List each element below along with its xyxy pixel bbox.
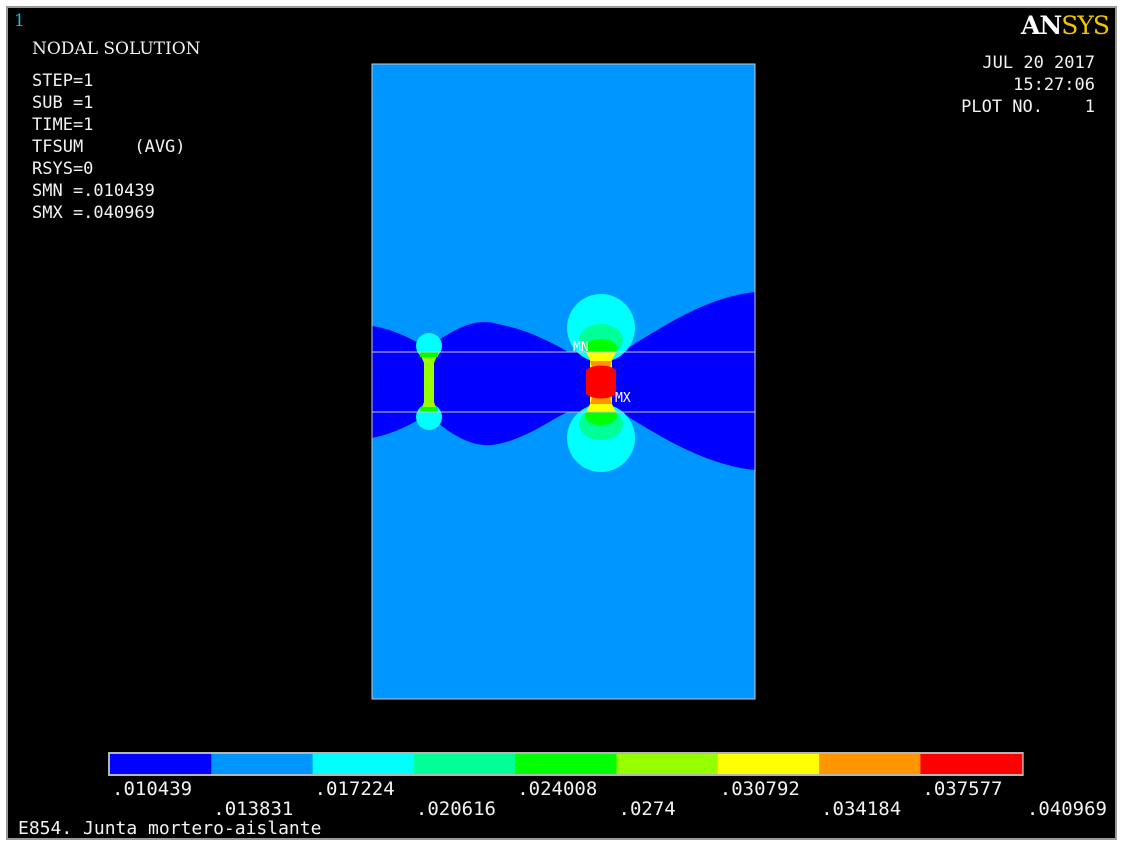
legend-swatch	[717, 754, 820, 774]
legend-tick-label: .013831	[213, 798, 294, 820]
legend-tick-label: .037577	[922, 778, 1003, 800]
model-outline	[371, 63, 756, 700]
legend-swatch	[211, 754, 314, 774]
max-marker: MX	[615, 391, 631, 406]
legend-tick-label: .010439	[112, 778, 193, 800]
legend-tick-label: .020616	[415, 798, 496, 820]
legend-tick-label: .017224	[314, 778, 395, 800]
legend-swatch	[312, 754, 415, 774]
legend-tick-label: .030792	[719, 778, 800, 800]
model-contours	[372, 64, 755, 699]
low-value-band	[372, 292, 755, 470]
info-result-item: TFSUM (AVG)	[32, 137, 186, 157]
plot-number-label: PLOT NO.	[961, 97, 1043, 117]
left-column-top	[420, 352, 438, 357]
ansys-graphics-window: 1 NODAL SOLUTION STEP=1 SUB =1 TIME=1 TF…	[6, 6, 1117, 840]
legend-tick-label: .034184	[821, 798, 902, 820]
plot-number: 1	[1084, 97, 1095, 117]
plot-caption: E854. Junta mortero-aislante	[18, 818, 322, 839]
left-column-bottom	[420, 407, 438, 412]
window-number: 1	[14, 11, 25, 31]
legend-tick-label: .040969	[1026, 798, 1107, 820]
info-rsys: RSYS=0	[32, 159, 94, 179]
legend-swatch	[110, 754, 212, 774]
legend-swatch	[413, 754, 516, 774]
right-column-hot	[586, 365, 616, 399]
plot-title: NODAL SOLUTION	[32, 39, 201, 59]
legend-tick-label: .024008	[517, 778, 598, 800]
plot-time: 15:27:06	[1013, 75, 1095, 95]
min-marker: MN	[573, 340, 589, 355]
info-smx: SMX =.040969	[32, 203, 155, 223]
plot-date: JUL 20 2017	[982, 53, 1095, 73]
info-time: TIME=1	[32, 115, 94, 135]
logo-sys: SYS	[1061, 11, 1110, 40]
legend-tick-label: .0274	[618, 798, 676, 820]
contour-plot: MN MX	[108, 63, 1024, 776]
legend-swatch	[819, 754, 921, 774]
legend-bar	[108, 752, 1024, 776]
info-sub: SUB =1	[32, 93, 94, 113]
legend-swatch	[515, 754, 617, 774]
legend-swatch	[616, 754, 719, 774]
ansys-logo: ANSYS	[1020, 11, 1110, 40]
info-smn: SMN =.010439	[32, 181, 155, 201]
left-column	[421, 356, 437, 410]
legend-swatch	[920, 754, 1023, 774]
info-step: STEP=1	[32, 71, 94, 91]
logo-an: AN	[1020, 11, 1062, 40]
